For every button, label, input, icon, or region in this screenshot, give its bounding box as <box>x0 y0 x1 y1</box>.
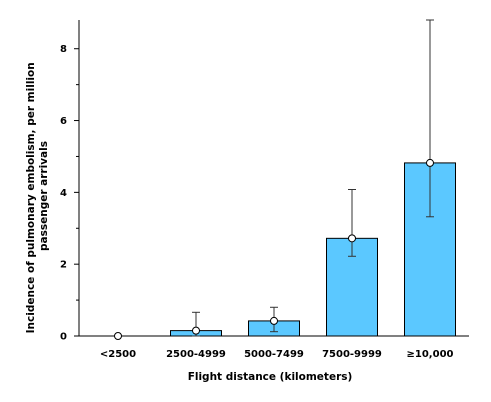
x-tick-label-1: 2500-4999 <box>166 349 226 360</box>
y-axis-title-line-2: passenger arrivals <box>38 141 50 251</box>
y-tick-label-6: 6 <box>60 116 67 127</box>
plot-area: 0 2 4 6 8 <2500 2500-4999 5000-7499 7500-9999 ≥10… <box>60 19 469 360</box>
point-marker-1 <box>192 326 200 335</box>
x-tick-label-4: ≥10,000 <box>407 349 454 360</box>
y-tick-label-4: 4 <box>60 188 67 199</box>
y-tick-label-0: 0 <box>60 332 67 343</box>
y-tick-label-2: 2 <box>60 260 67 271</box>
y-axis-title-line-1: Incidence of pulmonary embolism, per mil… <box>25 62 37 333</box>
x-tick-label-2: 5000-7499 <box>244 349 304 360</box>
point-marker-2 <box>270 316 278 325</box>
x-axis-title: Flight distance (kilometers) <box>188 371 353 383</box>
x-tick-label-0: <2500 <box>100 349 136 360</box>
x-tick-label-3: 7500-9999 <box>322 349 382 360</box>
point-marker-3 <box>348 234 356 243</box>
y-tick-label-8: 8 <box>60 44 67 55</box>
point-marker-0 <box>114 332 122 340</box>
y-axis-title: Incidence of pulmonary embolism, per mil… <box>25 59 50 334</box>
point-marker-4 <box>426 158 434 167</box>
